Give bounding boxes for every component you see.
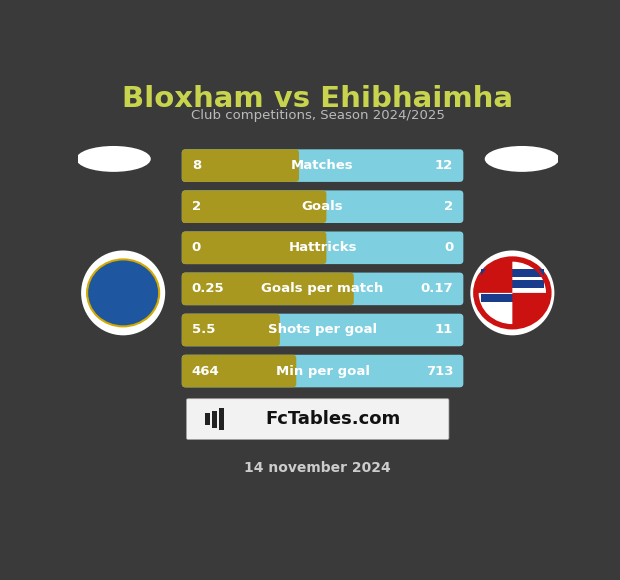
FancyBboxPatch shape	[219, 408, 224, 430]
Wedge shape	[477, 260, 512, 293]
Text: Hattricks: Hattricks	[288, 241, 356, 254]
FancyBboxPatch shape	[481, 294, 544, 302]
FancyBboxPatch shape	[182, 149, 299, 182]
Text: 8: 8	[192, 159, 201, 172]
FancyBboxPatch shape	[182, 231, 463, 264]
Text: Goals: Goals	[302, 200, 343, 213]
Text: FcTables.com: FcTables.com	[265, 410, 400, 428]
FancyBboxPatch shape	[182, 190, 326, 223]
Wedge shape	[512, 293, 547, 325]
FancyBboxPatch shape	[182, 355, 463, 387]
Text: 0: 0	[192, 241, 201, 254]
Text: Club competitions, Season 2024/2025: Club competitions, Season 2024/2025	[191, 109, 445, 122]
Text: Shots per goal: Shots per goal	[268, 324, 377, 336]
Text: Bloxham vs Ehibhaimha: Bloxham vs Ehibhaimha	[122, 85, 513, 113]
Text: Matches: Matches	[291, 159, 354, 172]
FancyBboxPatch shape	[182, 314, 463, 346]
FancyBboxPatch shape	[182, 190, 463, 223]
FancyBboxPatch shape	[182, 149, 463, 182]
Text: 464: 464	[192, 365, 219, 378]
Text: 0: 0	[444, 241, 453, 254]
Text: 2: 2	[192, 200, 201, 213]
Ellipse shape	[76, 146, 151, 172]
FancyBboxPatch shape	[182, 355, 296, 387]
Text: 12: 12	[435, 159, 453, 172]
Text: 713: 713	[426, 365, 453, 378]
Text: 11: 11	[435, 324, 453, 336]
Text: 5.5: 5.5	[192, 324, 215, 336]
Text: 0.17: 0.17	[420, 282, 453, 295]
Text: 14 november 2024: 14 november 2024	[244, 461, 391, 475]
Circle shape	[86, 258, 161, 328]
FancyBboxPatch shape	[481, 280, 544, 288]
FancyBboxPatch shape	[187, 398, 449, 440]
Circle shape	[475, 258, 550, 328]
Text: 2: 2	[444, 200, 453, 213]
FancyBboxPatch shape	[182, 273, 463, 305]
Ellipse shape	[485, 146, 559, 172]
Ellipse shape	[471, 251, 554, 335]
FancyBboxPatch shape	[212, 411, 217, 427]
Ellipse shape	[81, 251, 165, 335]
FancyBboxPatch shape	[182, 314, 280, 346]
FancyBboxPatch shape	[182, 273, 354, 305]
Text: Min per goal: Min per goal	[275, 365, 370, 378]
FancyBboxPatch shape	[182, 231, 326, 264]
Text: Goals per match: Goals per match	[262, 282, 384, 295]
FancyBboxPatch shape	[205, 414, 210, 425]
Text: 0.25: 0.25	[192, 282, 224, 295]
FancyBboxPatch shape	[481, 269, 544, 277]
